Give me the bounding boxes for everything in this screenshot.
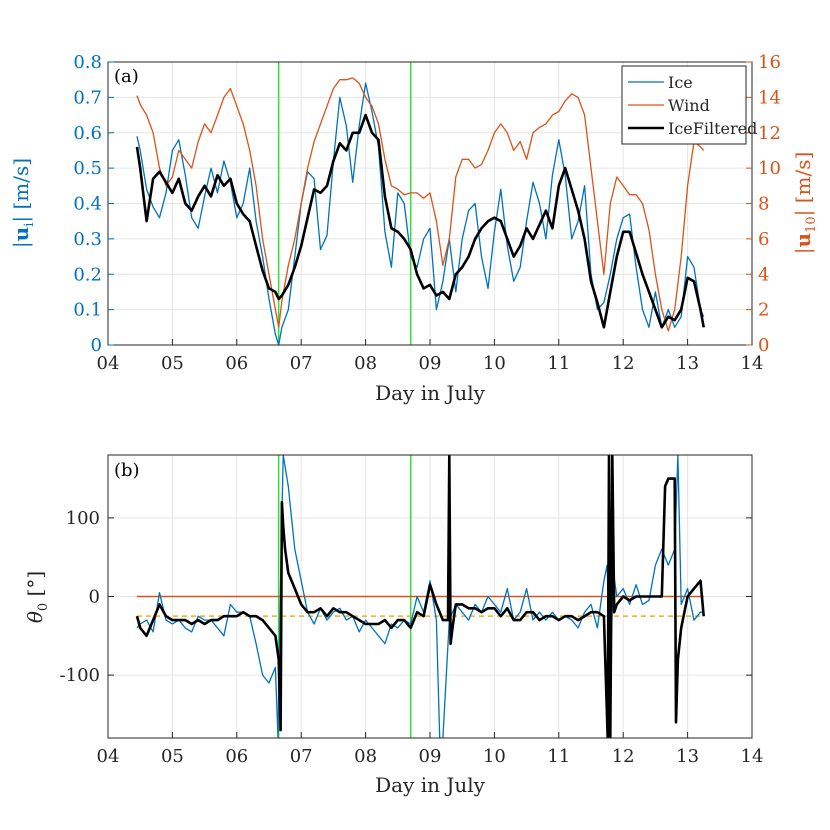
tick-label-x-a: 11 (547, 353, 570, 374)
tick-label-x-b: 10 (483, 746, 506, 767)
tick-label-x-b: 14 (741, 746, 764, 767)
tick-label-x-a: 06 (225, 353, 248, 374)
tick-label-y-right: 0 (758, 335, 769, 356)
legend-label-ice: Ice (668, 73, 693, 92)
tick-label-y-b: -100 (60, 665, 100, 686)
tick-label-x-a: 10 (483, 353, 506, 374)
ylabel-left-symbol: u (9, 227, 33, 242)
panel-a-ticks: 04 05 06 07 08 09 10 11 12 13 1400.10.20.30.40.50.… (73, 52, 781, 374)
tick-label-y-right: 10 (758, 158, 781, 179)
tick-label-y-right: 4 (758, 264, 769, 285)
legend-label-wind: Wind (668, 96, 710, 115)
tick-label-y-right: 6 (758, 229, 769, 250)
ylabel-right-symbol: u (791, 233, 815, 248)
tick-label-y-b: 0 (89, 587, 100, 608)
panel-a: 04 05 06 07 08 09 10 11 12 13 1400.10.20.30.40.50.… (9, 52, 819, 405)
tick-label-x-b: 05 (161, 746, 184, 767)
tick-label-y-right: 16 (758, 52, 781, 73)
tick-label-x-b: 08 (354, 746, 377, 767)
panel-b-label: (b) (114, 460, 140, 481)
ylabel-b-unit: [°] (23, 571, 47, 603)
tick-label-x-a: 08 (354, 353, 377, 374)
tick-label-x-b: 07 (290, 746, 313, 767)
panel-b-ylabel: θ0 [°] (23, 571, 51, 623)
ylabel-b-symbol: θ (23, 611, 47, 623)
tick-label-y-right: 14 (758, 87, 781, 108)
tick-label-x-b: 12 (612, 746, 635, 767)
panel-a-label: (a) (114, 66, 139, 87)
series-b-icefiltered (135, 455, 705, 738)
tick-label-x-a: 04 (97, 353, 120, 374)
tick-label-x-a: 09 (419, 353, 442, 374)
legend: Ice Wind IceFiltered (621, 65, 757, 145)
tick-label-x-a: 12 (612, 353, 635, 374)
ylabel-right-unit: | [m/s] (791, 152, 816, 217)
panel-b-series (135, 455, 705, 738)
tick-label-y-right: 12 (758, 123, 781, 144)
ylabel-left-bar-open: | (9, 241, 34, 248)
tick-label-x-b: 11 (547, 746, 570, 767)
legend-label-icefiltered: IceFiltered (668, 119, 757, 138)
ylabel-b-subscript: 0 (36, 603, 51, 611)
panel-b-xlabel: Day in July (375, 773, 486, 797)
panel-a-series (135, 77, 705, 346)
panel-a-ylabel-right: |u10| [m/s] (791, 152, 819, 255)
tick-label-y-right: 8 (758, 194, 769, 215)
ylabel-left-subscript: i (22, 223, 37, 227)
ylabel-right-bar-open: | (791, 248, 816, 255)
series-a-icefiltered (135, 113, 705, 329)
tick-label-x-a: 14 (741, 353, 764, 374)
tick-label-y-left: 0.7 (73, 87, 102, 108)
tick-label-y-left: 0.3 (73, 229, 102, 250)
series-a-wind (136, 77, 705, 332)
tick-label-x-b: 06 (225, 746, 248, 767)
tick-label-x-b: 09 (419, 746, 442, 767)
tick-label-y-left: 0.4 (73, 194, 102, 215)
tick-label-x-b: 13 (676, 746, 699, 767)
tick-label-x-a: 07 (290, 353, 313, 374)
tick-label-y-left: 0.5 (73, 158, 102, 179)
tick-label-x-b: 04 (97, 746, 120, 767)
tick-label-y-left: 0.6 (73, 123, 102, 144)
panel-b-ticks: 04 05 06 07 08 09 10 11 12 13 14 -100 0 100 (60, 508, 764, 767)
panel-a-xlabel: Day in July (375, 381, 486, 405)
tick-label-x-a: 05 (161, 353, 184, 374)
ylabel-right-subscript: 10 (804, 216, 819, 233)
tick-label-y-left: 0 (91, 335, 102, 356)
tick-label-y-left: 0.1 (73, 300, 102, 321)
panel-a-ylabel-left: |ui| [m/s] (9, 158, 37, 248)
tick-label-x-a: 13 (676, 353, 699, 374)
tick-label-y-b: 100 (66, 508, 100, 529)
tick-label-y-right: 2 (758, 300, 769, 321)
tick-label-y-left: 0.2 (73, 264, 102, 285)
ylabel-left-unit: | [m/s] (9, 158, 34, 223)
tick-label-y-left: 0.8 (73, 52, 102, 73)
